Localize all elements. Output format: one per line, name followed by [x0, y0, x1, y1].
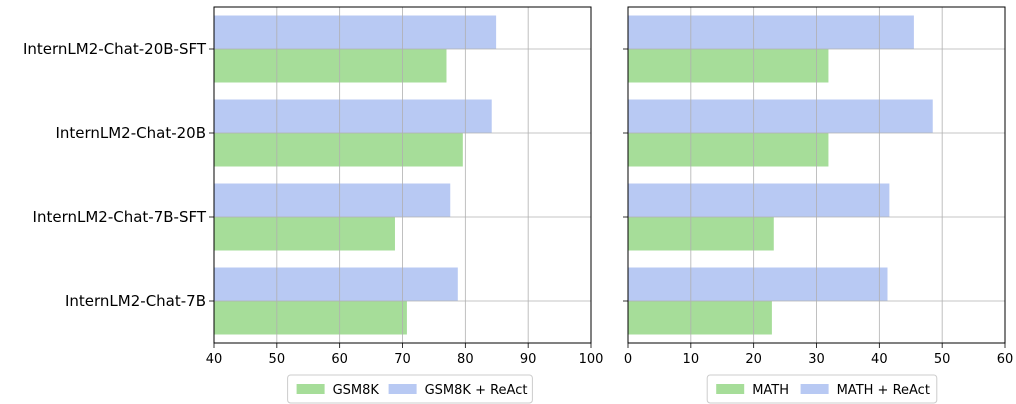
- axes-frame: [213, 6, 592, 344]
- bar-gsm8k-3: [214, 301, 407, 335]
- x-tick-label: 70: [394, 352, 411, 367]
- legend: GSM8K GSM8K + ReAct: [287, 374, 533, 404]
- bar-gsm8k-0: [214, 49, 447, 83]
- x-tick-label: 40: [206, 352, 223, 367]
- legend-swatch: [716, 384, 745, 394]
- x-tick-label: 90: [520, 352, 537, 367]
- x-tick-label: 60: [331, 352, 348, 367]
- bar-math-2: [628, 217, 774, 251]
- category-label: InternLM2-Chat-20B-SFT: [23, 40, 207, 58]
- bar-math-react-3: [628, 267, 888, 301]
- x-tick-label: 50: [934, 352, 951, 367]
- bar-gsm8k-react-3: [214, 267, 458, 301]
- x-tick-label: 40: [871, 352, 888, 367]
- x-tick-label: 100: [579, 352, 604, 367]
- category-label: InternLM2-Chat-7B: [65, 292, 206, 310]
- bar-math-react-2: [628, 183, 890, 217]
- legend-label: MATH: [752, 383, 789, 398]
- x-tick-label: 80: [457, 352, 474, 367]
- legend-swatch: [296, 384, 325, 394]
- bar-gsm8k-react-0: [214, 15, 497, 49]
- bar-gsm8k-1: [214, 133, 463, 167]
- left-panel-gsm8k: 40 50 60 70 80 90 100 InternLM2-Chat-20B-SFT Int…: [23, 6, 604, 404]
- legend-swatch: [388, 384, 417, 394]
- x-tick-label: 20: [745, 352, 762, 367]
- bar-math-0: [628, 49, 829, 83]
- legend-label: MATH + ReAct: [837, 383, 930, 398]
- legend: MATH MATH + ReAct: [706, 374, 938, 404]
- bar-math-1: [628, 133, 829, 167]
- legend-label: GSM8K: [333, 383, 380, 398]
- category-label: InternLM2-Chat-20B: [55, 124, 206, 142]
- bar-math-react-1: [628, 99, 933, 133]
- category-label: InternLM2-Chat-7B-SFT: [33, 208, 207, 226]
- x-tick-label: 10: [683, 352, 700, 367]
- axes-frame: [627, 6, 1006, 344]
- bar-gsm8k-react-1: [214, 99, 492, 133]
- bar-math-react-0: [628, 15, 914, 49]
- legend-label: GSM8K + ReAct: [425, 383, 528, 398]
- legend-swatch: [800, 384, 829, 394]
- bar-gsm8k-react-2: [214, 183, 451, 217]
- x-tick-label: 30: [808, 352, 825, 367]
- bar-gsm8k-2: [214, 217, 395, 251]
- bar-math-3: [628, 301, 772, 335]
- x-tick-label: 60: [997, 352, 1014, 367]
- right-panel-math: 0 10 20 30 40 50 60 MATH MATH + ReAct: [623, 6, 1014, 404]
- x-tick-label: 50: [269, 352, 286, 367]
- x-tick-label: 0: [624, 352, 632, 367]
